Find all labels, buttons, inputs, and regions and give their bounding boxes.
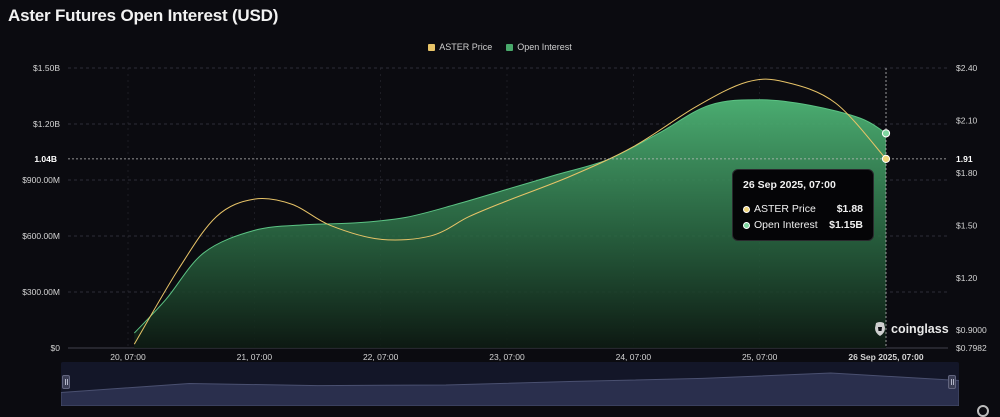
y-left-tick-label: $300.00M bbox=[22, 287, 60, 297]
legend-label-open-interest: Open Interest bbox=[517, 42, 572, 52]
tooltip-date: 26 Sep 2025, 07:00 bbox=[743, 179, 836, 191]
legend-item-aster-price[interactable]: ASTER Price bbox=[428, 42, 492, 52]
navigator-left-handle[interactable] bbox=[62, 375, 70, 389]
crosshair-left-label: 1.04B bbox=[34, 154, 57, 164]
navigator-series bbox=[60, 372, 960, 407]
x-tick-label: 24, 07:00 bbox=[616, 352, 652, 362]
y-axis-right: $0.7982 $0.9000 $1.20 $1.50 $1.80 $2.10 $2.40 bbox=[956, 63, 987, 353]
aster-price-line bbox=[133, 78, 887, 345]
chart-title: Aster Futures Open Interest (USD) bbox=[8, 6, 279, 25]
tooltip-dot-open-interest bbox=[743, 221, 750, 229]
y-right-tick-label: $1.80 bbox=[956, 168, 978, 178]
open-interest-line bbox=[133, 99, 887, 334]
tooltip-row-open-interest: Open Interest $1.15B bbox=[743, 219, 863, 231]
tooltip-label-open-interest: Open Interest bbox=[754, 219, 818, 231]
y-left-tick-label: $1.50B bbox=[33, 63, 60, 73]
x-tick-label: 22, 07:00 bbox=[363, 352, 399, 362]
crosshair-right-label: 1.91 bbox=[956, 154, 973, 164]
x-tick-label: 26 Sep 2025, 07:00 bbox=[848, 352, 923, 362]
navigator-right-handle[interactable] bbox=[948, 375, 956, 389]
tooltip-dot-aster-price bbox=[743, 205, 750, 213]
settings-icon[interactable] bbox=[977, 405, 989, 417]
legend-swatch-aster-price bbox=[428, 43, 436, 51]
watermark-text: coinglass bbox=[891, 322, 949, 336]
tooltip-value-aster-price: $1.88 bbox=[836, 203, 863, 215]
tooltip: 26 Sep 2025, 07:00 ASTER Price $1.88 Ope… bbox=[732, 169, 874, 241]
y-axis-left: $0 $300.00M $600.00M $900.00M $1.20B $1.50B bbox=[22, 63, 60, 353]
y-right-tick-label: $1.50 bbox=[956, 220, 978, 230]
x-tick-label: 21, 07:00 bbox=[237, 352, 273, 362]
y-left-tick-label: $900.00M bbox=[22, 175, 60, 185]
x-tick-label: 20, 07:00 bbox=[110, 352, 146, 362]
y-left-tick-label: $0 bbox=[51, 343, 61, 353]
navigator-area bbox=[60, 372, 960, 407]
y-right-tick-label: $0.7982 bbox=[956, 343, 987, 353]
chart-legend: ASTER Price Open Interest bbox=[0, 42, 1000, 52]
legend-label-aster-price: ASTER Price bbox=[439, 42, 493, 52]
y-right-tick-label: $2.40 bbox=[956, 63, 978, 73]
range-navigator[interactable] bbox=[60, 362, 960, 407]
aster-price-marker bbox=[881, 154, 891, 163]
y-left-tick-label: $1.20B bbox=[33, 119, 60, 129]
y-right-tick-label: $2.10 bbox=[956, 115, 978, 125]
x-axis: 20, 07:00 21, 07:00 22, 07:00 23, 07:00 24, … bbox=[110, 352, 924, 362]
x-tick-label: 25, 07:00 bbox=[742, 352, 778, 362]
tooltip-label-aster-price: ASTER Price bbox=[754, 203, 816, 215]
coinglass-logo-icon bbox=[875, 322, 885, 336]
crosshair: 1.04B 1.91 bbox=[34, 68, 973, 348]
open-interest-area bbox=[134, 99, 887, 348]
y-left-tick-label: $600.00M bbox=[22, 231, 60, 241]
legend-item-open-interest[interactable]: Open Interest bbox=[506, 42, 572, 52]
legend-swatch-open-interest bbox=[506, 43, 514, 51]
tooltip-value-open-interest: $1.15B bbox=[829, 219, 863, 231]
y-right-tick-label: $0.9000 bbox=[956, 325, 987, 335]
open-interest-marker bbox=[881, 129, 891, 138]
x-tick-label: 23, 07:00 bbox=[489, 352, 525, 362]
y-right-tick-label: $1.20 bbox=[956, 273, 978, 283]
tooltip-row-aster-price: ASTER Price $1.88 bbox=[743, 203, 863, 215]
coinglass-watermark: coinglass bbox=[873, 321, 949, 337]
